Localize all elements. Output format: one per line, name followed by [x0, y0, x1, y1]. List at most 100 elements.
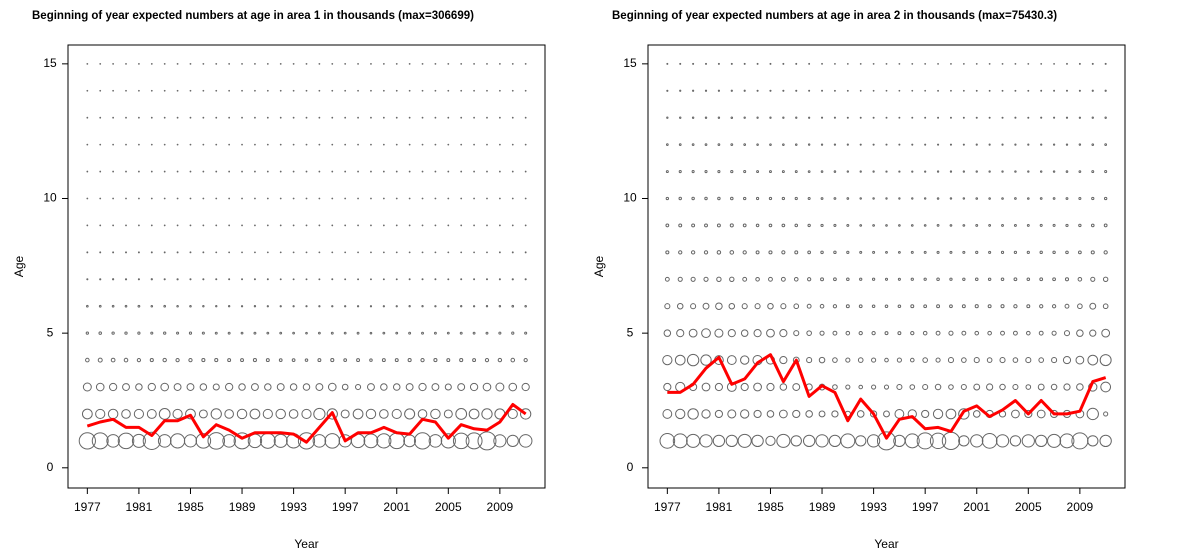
bubble	[936, 250, 940, 254]
bubble	[81, 408, 93, 420]
bubble	[664, 303, 671, 310]
bubble	[266, 331, 270, 335]
bubble	[782, 89, 785, 92]
bubble	[201, 331, 205, 335]
bubble	[240, 331, 244, 335]
bubble	[266, 170, 269, 173]
bubble	[937, 116, 940, 119]
bubble	[186, 383, 195, 391]
bubble	[460, 197, 463, 200]
bubble	[690, 303, 697, 310]
bubble	[318, 143, 321, 146]
bubble	[447, 143, 450, 146]
bubble	[962, 277, 966, 281]
bubble	[408, 116, 411, 119]
bubble	[250, 383, 259, 391]
bubble	[1078, 62, 1081, 65]
bubble	[150, 170, 153, 173]
bubble	[162, 357, 167, 363]
bubble	[224, 409, 234, 419]
bubble	[922, 383, 929, 391]
bubble	[941, 431, 961, 451]
bubble	[112, 62, 115, 65]
bubble	[885, 250, 888, 254]
x-tick-label: 2001	[383, 500, 410, 514]
bubble	[266, 278, 269, 281]
bubble	[524, 62, 527, 65]
bubble	[85, 357, 90, 363]
bubble	[818, 410, 826, 418]
bubble	[855, 435, 867, 447]
bubble	[380, 383, 388, 391]
bubble	[254, 170, 256, 173]
bubble	[447, 62, 450, 65]
bubble	[305, 62, 308, 65]
bubble	[949, 170, 953, 173]
bubble	[395, 251, 398, 254]
bubble	[382, 224, 385, 227]
bubble	[859, 89, 862, 92]
bubble	[859, 250, 863, 254]
bubble	[975, 62, 978, 65]
plot-frame	[647, 44, 1126, 489]
bubble	[498, 143, 501, 146]
bubble	[279, 62, 282, 65]
bubble	[331, 305, 334, 308]
bubble	[486, 143, 488, 146]
bubble	[228, 89, 231, 92]
bubble	[756, 62, 759, 65]
bubble	[253, 278, 256, 281]
bubble	[782, 143, 785, 146]
bubble	[254, 89, 256, 92]
bubble	[421, 116, 424, 119]
bubble	[949, 224, 953, 227]
bubble	[98, 304, 102, 308]
bubble	[446, 331, 450, 335]
bubble	[172, 408, 183, 420]
bubble	[833, 277, 837, 282]
bubble	[766, 328, 775, 338]
bubble	[363, 433, 379, 449]
bubble	[183, 434, 198, 448]
bubble	[1027, 170, 1030, 173]
bubble	[395, 170, 398, 173]
bubble	[202, 62, 205, 65]
bubble	[690, 250, 696, 255]
bubble	[833, 197, 837, 200]
x-tick-label: 2005	[1015, 500, 1042, 514]
bubble	[163, 89, 166, 92]
bubble	[962, 143, 965, 146]
bubble	[318, 331, 321, 335]
bubble	[433, 331, 437, 335]
bubble	[932, 408, 944, 420]
bubble	[704, 223, 708, 228]
bubble	[241, 278, 244, 281]
bubble	[755, 276, 760, 282]
bubble	[150, 304, 154, 308]
bubble	[169, 433, 186, 449]
bubble	[1065, 197, 1069, 200]
bubble	[254, 224, 256, 227]
bubble	[911, 116, 914, 119]
bubble	[498, 331, 502, 335]
bubble	[524, 304, 527, 308]
bubble	[524, 116, 527, 119]
bubble	[343, 358, 348, 362]
bubble	[1052, 170, 1056, 173]
bubble	[382, 305, 385, 308]
bubble	[524, 143, 527, 146]
bubble	[740, 355, 750, 365]
bubble	[845, 330, 851, 336]
bubble	[768, 196, 773, 201]
bubble	[241, 89, 243, 92]
bubble	[305, 89, 308, 92]
bubble	[457, 383, 466, 391]
bubble	[1039, 304, 1044, 309]
x-axis-label: Year	[294, 537, 318, 551]
bubble	[704, 170, 708, 174]
bubble	[520, 408, 532, 420]
bubble	[743, 196, 747, 201]
bubble	[484, 357, 490, 363]
bubble	[935, 357, 941, 363]
bubble	[215, 224, 218, 227]
